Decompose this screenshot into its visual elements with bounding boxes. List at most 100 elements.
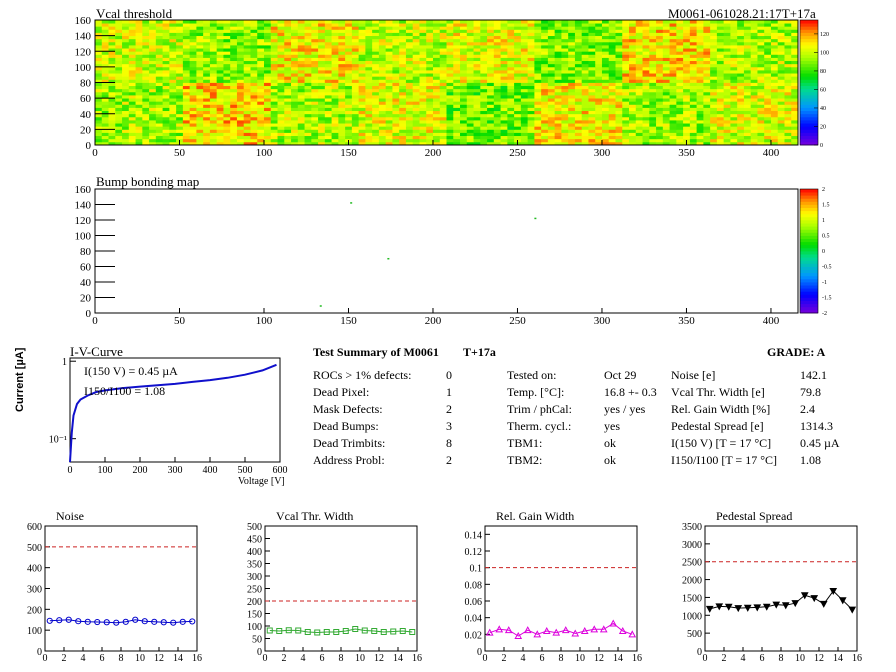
heatmap-cell [358, 129, 366, 133]
heatmap-cell [527, 79, 535, 83]
heatmap-cell [642, 123, 650, 127]
heatmap-cell [487, 45, 495, 49]
heatmap-cell [757, 76, 765, 80]
heatmap-cell [128, 60, 136, 65]
heatmap-cell [514, 98, 522, 102]
heatmap-cell [243, 120, 251, 124]
heatmap-cell [595, 120, 603, 124]
heatmap-cell [432, 26, 441, 30]
heatmap-cell [547, 76, 556, 80]
heatmap-cell [683, 48, 691, 52]
vcal-width-x-tick-label: 10 [355, 653, 365, 664]
heatmap-cell [574, 41, 583, 46]
heatmap-cell [209, 98, 218, 102]
heatmap-cell [128, 73, 136, 77]
heatmap-cell [764, 20, 772, 24]
heatmap-cell [615, 141, 623, 146]
heatmap-cell [304, 107, 312, 112]
heatmap-cell [399, 57, 407, 62]
heatmap-cell [541, 107, 549, 112]
heatmap-cell [689, 120, 698, 124]
heatmap-cell [149, 126, 157, 130]
heatmap-cell [216, 120, 224, 124]
heatmap-cell [466, 38, 474, 43]
heatmap-cell [284, 132, 292, 137]
heatmap-cell [743, 54, 752, 58]
heatmap-cell [784, 98, 792, 102]
heatmap-cell [324, 57, 332, 62]
heatmap-cell [284, 129, 292, 133]
heatmap-cell [142, 129, 150, 133]
heatmap-cell [284, 20, 292, 24]
vcal-colorbar-label: 120 [820, 32, 829, 38]
heatmap-cell [331, 132, 339, 137]
bump-colorbar-band [800, 229, 818, 233]
heatmap-cell [432, 20, 441, 24]
heatmap-cell [480, 135, 488, 140]
heatmap-cell [115, 76, 123, 80]
heatmap-cell [263, 63, 272, 68]
heatmap-cell [236, 123, 245, 127]
heatmap-cell [561, 132, 569, 137]
vcal-y-tick-label: 20 [80, 124, 92, 136]
heatmap-cell [338, 70, 346, 74]
heatmap-cell [743, 63, 752, 68]
heatmap-cell [595, 76, 603, 80]
heatmap-cell [574, 60, 583, 65]
vcal-y-tick-label: 60 [80, 93, 92, 105]
heatmap-cell [439, 70, 447, 74]
vcal-width-y-tick-label: 300 [247, 572, 262, 583]
vcal-colorbar-band [800, 95, 818, 99]
heatmap-cell [297, 38, 305, 43]
heatmap-cell [263, 45, 272, 49]
module-id: M0061-061028.21:17T+17a [668, 6, 816, 21]
heatmap-cell [547, 85, 556, 90]
heatmap-cell [588, 79, 596, 83]
heatmap-cell [615, 60, 623, 65]
vcal-colorbar-band [800, 66, 818, 71]
vcal-colorbar-band [800, 98, 818, 102]
heatmap-cell [487, 20, 495, 24]
heatmap-cell [588, 91, 596, 96]
heatmap-cell [669, 23, 677, 27]
heatmap-cell [385, 138, 393, 143]
heatmap-cell [750, 41, 758, 46]
heatmap-cell [108, 101, 116, 105]
heatmap-cell [257, 126, 265, 130]
heatmap-cell [277, 79, 285, 83]
vcal-width-y-tick-label: 500 [247, 522, 262, 533]
heatmap-cell [176, 73, 184, 77]
heatmap-cell [209, 79, 218, 83]
heatmap-cell [243, 45, 251, 49]
heatmap-cell [128, 88, 136, 93]
heatmap-cell [581, 79, 589, 83]
heatmap-cell [500, 66, 508, 71]
heatmap-cell [493, 73, 501, 77]
heatmap-cell [155, 138, 163, 143]
heatmap-cell [311, 135, 319, 140]
heatmap-cell [574, 54, 583, 58]
heatmap-cell [487, 91, 495, 96]
heatmap-cell [230, 54, 238, 58]
summary-label: Tested on: [507, 368, 557, 382]
heatmap-cell [284, 110, 292, 115]
heatmap-cell [493, 63, 501, 68]
heatmap-cell [297, 101, 305, 105]
heatmap-cell [791, 110, 799, 115]
heatmap-cell [608, 113, 616, 118]
heatmap-cell [629, 120, 637, 124]
heatmap-cell [297, 41, 305, 46]
heatmap-cell [324, 45, 332, 49]
heatmap-cell [723, 20, 731, 24]
heatmap-cell [716, 110, 725, 115]
heatmap-cell [324, 129, 332, 133]
vcal-width-point [295, 627, 302, 634]
heatmap-cell [358, 88, 366, 93]
heatmap-cell [466, 63, 474, 68]
heatmap-cell [412, 79, 420, 83]
heatmap-cell [730, 63, 738, 68]
heatmap-cell [399, 66, 407, 71]
heatmap-cell [615, 110, 623, 115]
heatmap-cell [446, 98, 454, 102]
heatmap-cell [155, 60, 163, 65]
